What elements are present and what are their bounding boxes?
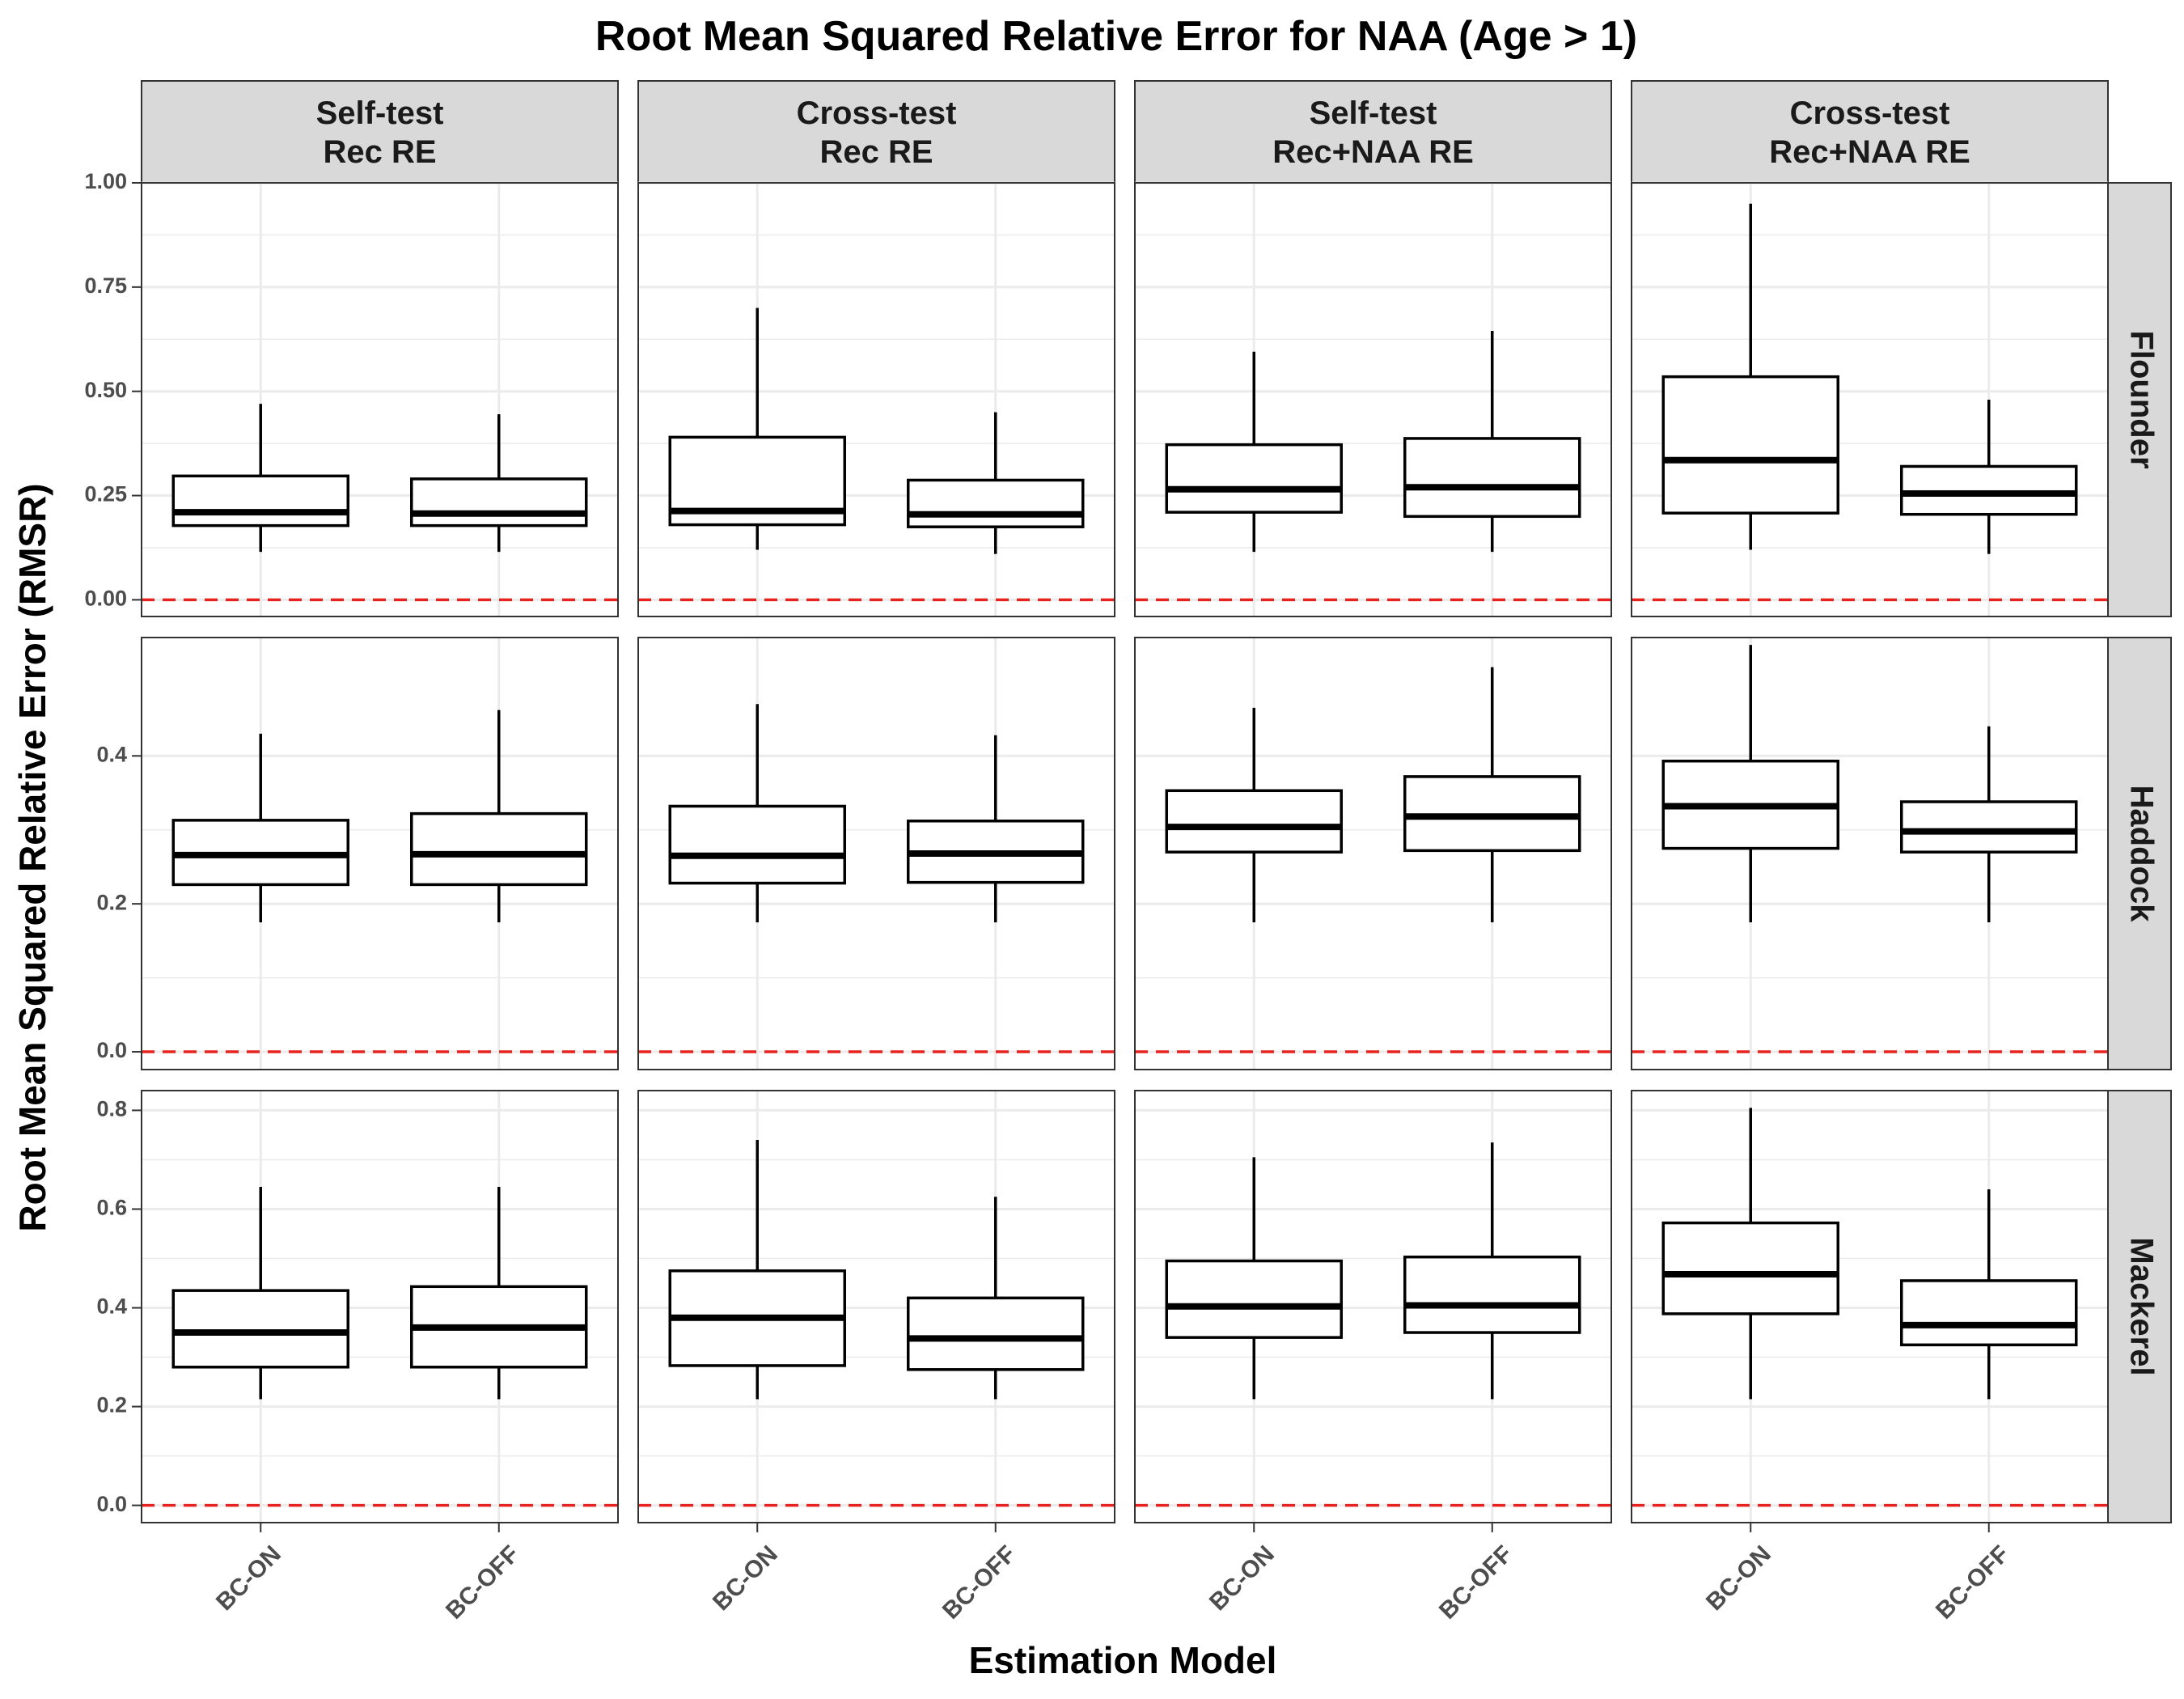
column-strip: [1134, 80, 1612, 184]
y-tick-label: 0.4: [96, 742, 127, 766]
row-strip-label: Mackerel: [2123, 1237, 2159, 1375]
panel: [1134, 181, 1612, 617]
box-iqr: [1403, 437, 1581, 519]
panel: [637, 637, 1115, 1070]
y-tick-label: 0.2: [96, 890, 127, 914]
panel-border: [1134, 637, 1612, 1070]
panel-border: [141, 637, 619, 1070]
box-iqr: [1165, 443, 1343, 514]
y-tick-label: 0.6: [96, 1196, 127, 1220]
panel: [1631, 181, 2109, 617]
panel-border: [1134, 182, 1612, 617]
panel: [141, 181, 619, 617]
panel: [141, 637, 619, 1070]
column-strip: [141, 80, 619, 184]
x-tick-label: BC-ON: [1204, 1540, 1280, 1616]
y-tick-label: 0.2: [96, 1393, 127, 1417]
box-iqr: [410, 477, 588, 527]
panel-border: [1631, 637, 2109, 1070]
column-strip-label: Self-test Rec RE: [316, 95, 444, 170]
column-strip-label-line: Cross-test: [797, 95, 957, 131]
panel-border: [637, 1090, 1115, 1523]
y-tick-label: 0.50: [84, 378, 127, 402]
y-tick-label: 0.4: [96, 1294, 127, 1319]
box-iqr: [1165, 789, 1343, 854]
x-tick-label: BC-ON: [708, 1540, 783, 1616]
column-strip-label: Cross-test Rec RE: [797, 95, 957, 170]
box-iqr: [1403, 1255, 1581, 1334]
x-tick-label: BC-OFF: [938, 1540, 1021, 1624]
row-strip: [2107, 637, 2172, 1070]
panel-border: [1631, 182, 2109, 617]
box-iqr: [907, 1296, 1085, 1371]
box-iqr: [907, 478, 1085, 528]
y-tick-label: 0.75: [84, 273, 127, 298]
box-iqr: [171, 474, 349, 527]
x-tick-label: BC-OFF: [1434, 1540, 1517, 1624]
column-strip: [1631, 80, 2109, 184]
chart-title: Root Mean Squared Relative Error for NAA…: [595, 13, 1637, 60]
row-strip: [2107, 182, 2172, 617]
box-iqr: [668, 804, 846, 885]
column-strip-label-line: Rec+NAA RE: [1272, 134, 1474, 170]
column-strip: [637, 80, 1115, 184]
panel-background: [1632, 638, 2108, 1070]
x-tick-label: BC-OFF: [441, 1540, 524, 1624]
panel-border: [141, 182, 619, 617]
column-strip-label-line: Self-test: [1310, 95, 1437, 131]
panel-background: [1135, 183, 1611, 616]
panel-border: [637, 182, 1115, 617]
panel-border: [1134, 1090, 1612, 1523]
panel: [1134, 637, 1612, 1070]
panel-border: [1631, 1090, 2109, 1523]
panel: [1631, 637, 2109, 1070]
y-tick-label: 0.8: [96, 1097, 127, 1121]
box-iqr: [410, 811, 588, 887]
column-strip-label-line: Rec+NAA RE: [1769, 134, 1970, 170]
panel-border: [141, 1090, 619, 1523]
box-iqr: [1661, 375, 1839, 515]
panel-background: [638, 183, 1115, 616]
panel-background: [1135, 638, 1611, 1070]
y-tick-label: 1.00: [84, 169, 127, 193]
panel: [637, 181, 1115, 617]
y-axis-title: Root Mean Squared Relative Error (RMSR): [11, 483, 53, 1231]
column-strip-label: Self-test Rec+NAA RE: [1272, 95, 1474, 170]
y-tick-label: 0.00: [84, 587, 127, 611]
y-tick-label: 0.0: [96, 1038, 127, 1062]
row-strip-label: Haddock: [2123, 786, 2159, 923]
column-strip-label-line: Cross-test: [1790, 95, 1950, 131]
y-tick-label: 0.0: [96, 1492, 127, 1516]
row-strip-label: Flounder: [2123, 330, 2159, 468]
panel: [637, 1090, 1115, 1523]
panel-background: [142, 183, 618, 616]
box-iqr: [1661, 1221, 1839, 1316]
box-iqr: [171, 1289, 349, 1369]
x-axis-title: Estimation Model: [969, 1639, 1277, 1681]
y-tick-label: 0.25: [84, 482, 127, 506]
x-tick-label: BC-ON: [211, 1540, 286, 1616]
panel-border: [637, 637, 1115, 1070]
row-strip: [2107, 1090, 2172, 1523]
panel: [141, 1090, 619, 1523]
x-tick-label: BC-ON: [1701, 1540, 1776, 1616]
column-strip-label: Cross-test Rec+NAA RE: [1769, 95, 1970, 170]
box-iqr: [1900, 1279, 2078, 1347]
box-iqr: [1900, 800, 2078, 854]
column-strip-label-line: Rec RE: [819, 134, 933, 170]
panel: [1631, 1090, 2109, 1523]
panel: [1134, 1090, 1612, 1523]
column-strip-label-line: Rec RE: [323, 134, 436, 170]
column-strip-label-line: Self-test: [316, 95, 444, 131]
box-iqr: [1165, 1259, 1343, 1339]
x-tick-label: BC-OFF: [1931, 1540, 2014, 1624]
